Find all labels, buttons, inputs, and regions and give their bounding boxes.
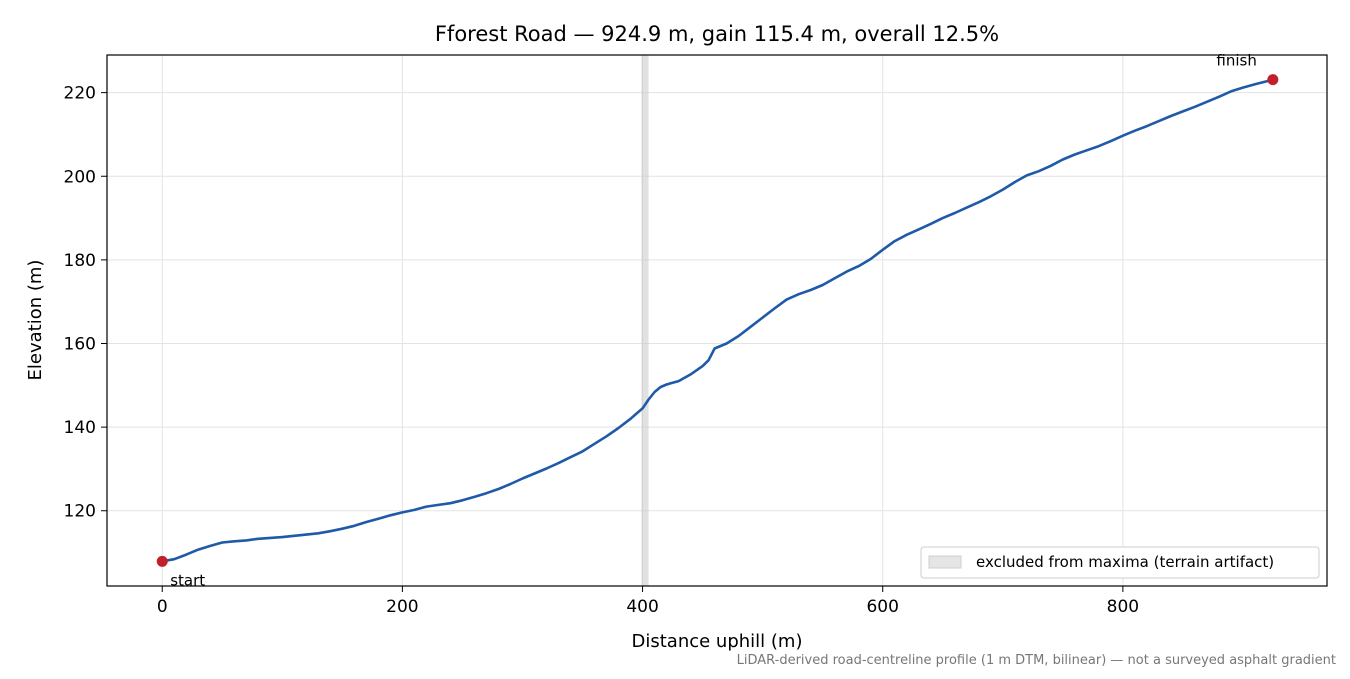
marker-layer: start finish xyxy=(156,52,1279,589)
start-label: start xyxy=(170,571,205,589)
footnote: LiDAR-derived road-centreline profile (1… xyxy=(737,653,1336,668)
excluded-band-layer xyxy=(641,55,649,586)
y-tick-label: 140 xyxy=(64,418,96,438)
legend-label: excluded from maxima (terrain artifact) xyxy=(976,553,1274,571)
legend: excluded from maxima (terrain artifact) xyxy=(920,546,1320,579)
x-tick-label: 800 xyxy=(1107,597,1139,617)
legend-swatch xyxy=(928,555,962,569)
y-tick-label: 220 xyxy=(64,84,96,104)
series-layer xyxy=(161,78,1274,563)
x-tick-label: 600 xyxy=(866,597,898,617)
elevation-line xyxy=(161,78,1274,563)
y-tick-label: 160 xyxy=(64,334,96,354)
x-axis-label: Distance uphill (m) xyxy=(632,631,803,652)
y-axis-label: Elevation (m) xyxy=(25,260,46,381)
legend-box xyxy=(920,546,1320,579)
x-tick-label: 200 xyxy=(386,597,418,617)
gridlines xyxy=(107,55,1327,586)
plot-frame xyxy=(106,54,1328,587)
y-tick-label: 120 xyxy=(64,502,96,522)
y-tick-label: 180 xyxy=(64,251,96,271)
start-marker xyxy=(156,555,168,567)
finish-label: finish xyxy=(1216,52,1256,70)
axis-ticks: 0 200 400 600 800 120 140 160 180 200 220 xyxy=(64,84,1140,617)
x-tick-label: 400 xyxy=(626,597,658,617)
chart-title: Fforest Road — 924.9 m, gain 115.4 m, ov… xyxy=(435,22,999,46)
finish-marker xyxy=(1267,74,1279,86)
x-tick-label: 0 xyxy=(157,597,168,617)
y-tick-label: 200 xyxy=(64,167,96,187)
excluded-band xyxy=(641,55,649,586)
